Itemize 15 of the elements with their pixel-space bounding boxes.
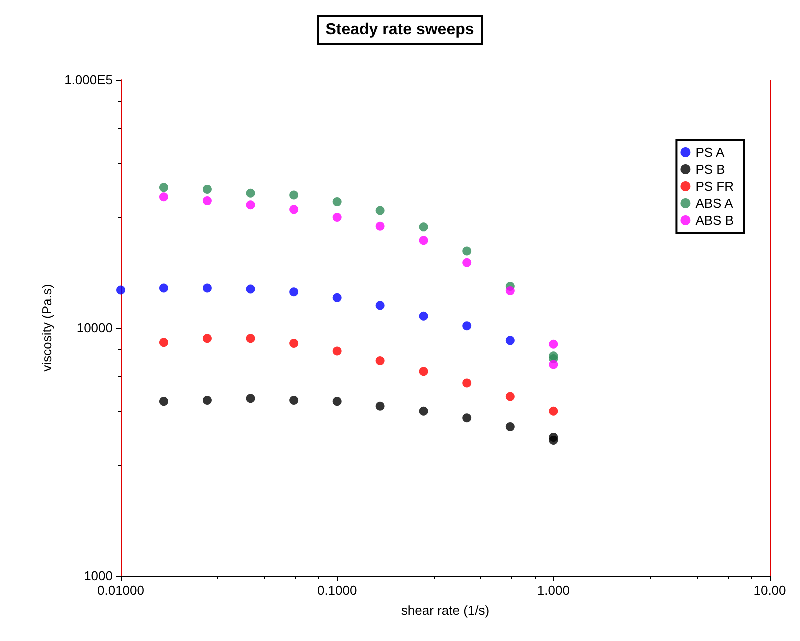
x-tick-label: 10.00 <box>754 583 786 598</box>
y-tick-label: 1000 <box>84 568 113 584</box>
legend-label: PS B <box>696 162 726 177</box>
legend-label: PS FR <box>696 179 734 194</box>
x-tick-label: 1.000 <box>537 583 570 598</box>
x-tick-label: 0.01000 <box>98 583 144 598</box>
chart-title: Steady rate sweeps <box>326 22 474 38</box>
x-tick-label: 0.1000 <box>317 583 358 598</box>
y-tick-label: 10000 <box>76 320 113 336</box>
legend-label: ABS A <box>696 196 734 211</box>
x-axis-title: shear rate (1/s) <box>401 603 490 618</box>
y-tick-label: 1.000E5 <box>64 72 113 88</box>
legend-label: PS A <box>696 145 725 160</box>
y-axis-title: viscosity (Pa.s) <box>40 284 55 372</box>
legend-label: ABS B <box>696 213 734 228</box>
